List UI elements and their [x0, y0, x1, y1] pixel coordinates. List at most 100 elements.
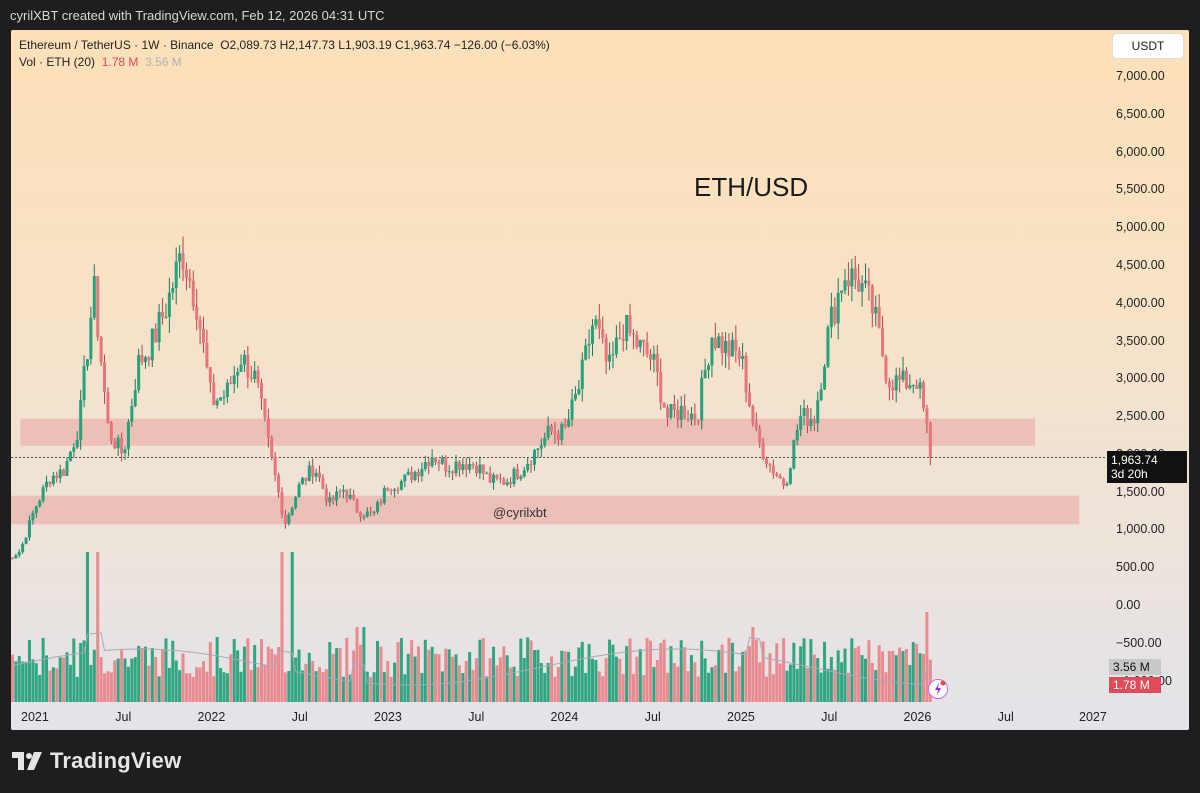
volume-bar [488, 658, 492, 702]
volume-bar [563, 651, 567, 702]
volume-bar [522, 657, 526, 702]
volume-bar [434, 653, 438, 702]
footer-logo[interactable]: TradingView [12, 748, 181, 774]
candle-body [304, 478, 308, 481]
candle-body [427, 462, 431, 467]
volume-bar [410, 640, 414, 702]
candle-body [863, 280, 867, 284]
candle-body [161, 311, 165, 318]
candle-body [212, 382, 216, 406]
candle-body [283, 514, 287, 524]
y-tick-label: 1,500.00 [1116, 484, 1165, 499]
volume-bar [584, 672, 588, 702]
volume-bar [669, 646, 673, 702]
candle-body [881, 328, 885, 357]
volume-bar [324, 669, 328, 702]
volume-bar [833, 669, 837, 702]
volume-bar [99, 657, 103, 702]
x-tick-label: 2027 [1079, 710, 1107, 724]
candle-body [341, 489, 345, 492]
legend-vol-ma: 3.56 M [145, 55, 182, 69]
candle-body [727, 340, 731, 357]
candle-body [669, 404, 673, 418]
candle-body [618, 337, 622, 340]
legend-vol-label[interactable]: Vol · ETH (20) [19, 55, 96, 69]
candle-body [693, 413, 697, 421]
candle-body [655, 353, 659, 373]
candle-body [696, 420, 700, 422]
candle-body [799, 415, 803, 430]
volume-bar [628, 638, 632, 702]
zone-resistance[interactable] [20, 418, 1036, 446]
volume-bar [372, 672, 376, 702]
volume-bar [621, 674, 625, 702]
candle-body [324, 488, 328, 503]
candle-body [509, 482, 513, 485]
candle-body [611, 354, 615, 356]
candle-body [505, 482, 509, 485]
volume-bar [867, 640, 871, 702]
x-tick-label: Jul [997, 710, 1014, 724]
volume-bar [635, 656, 639, 702]
volume-bar [201, 661, 205, 702]
volume-bar [365, 671, 369, 702]
price-chart[interactable] [11, 30, 1189, 730]
candle-body [314, 472, 318, 477]
volume-bar [444, 648, 448, 702]
candle-body [874, 306, 878, 314]
candle-body [471, 464, 475, 466]
candle-body [256, 370, 260, 383]
legend-ohlc: O2,089.73 H2,147.73 L1,903.19 C1,963.74 … [220, 38, 550, 52]
volume-bar [266, 646, 270, 702]
lightning-icon[interactable] [928, 679, 948, 699]
volume-bar [570, 675, 574, 702]
currency-button[interactable]: USDT [1113, 34, 1183, 58]
candle-body [232, 375, 236, 384]
volume-bar [611, 644, 615, 702]
volume-bar [358, 644, 362, 702]
volume-bar [208, 642, 212, 702]
volume-bar [318, 667, 322, 702]
volume-bar [352, 650, 356, 702]
volume-bar [195, 667, 199, 702]
volume-bar [219, 667, 223, 702]
volume-bar [857, 646, 861, 702]
candle-body [345, 489, 349, 499]
volume-bar [727, 637, 731, 702]
x-tick-label: 2024 [550, 710, 579, 724]
volume-bar [707, 672, 711, 702]
candle-body [451, 471, 455, 474]
candle-body [928, 423, 932, 458]
volume-bar [321, 672, 325, 702]
volume-bar [771, 674, 775, 702]
candle-body [788, 468, 792, 484]
candle-body [577, 389, 581, 395]
candle-body [222, 397, 226, 399]
y-tick-label: 2,500.00 [1116, 409, 1165, 424]
volume-bar [744, 650, 748, 702]
y-tick-label: 5,000.00 [1116, 220, 1165, 235]
candle-body [239, 364, 243, 372]
candle-body [109, 422, 113, 441]
candle-body [260, 382, 264, 399]
candle-body [553, 431, 557, 434]
volume-bar [181, 653, 185, 702]
legend-symbol[interactable]: Ethereum / TetherUS · 1W · Binance [19, 38, 214, 52]
candle-body [536, 448, 540, 450]
candle-body [649, 354, 653, 360]
candle-body [362, 516, 366, 518]
candle-body [758, 429, 762, 443]
candle-body [386, 488, 390, 491]
candle-body [430, 457, 434, 467]
volume-bar [82, 640, 86, 702]
candle-body [747, 392, 751, 407]
candle-body [911, 385, 915, 387]
zone-support[interactable] [11, 495, 1080, 525]
candle-body [608, 354, 612, 362]
candle-body [263, 398, 267, 418]
candle-body [423, 462, 427, 470]
candle-body [116, 437, 120, 449]
candle-body [502, 479, 506, 485]
volume-bar [597, 671, 601, 702]
volume-ma-line [11, 632, 931, 686]
